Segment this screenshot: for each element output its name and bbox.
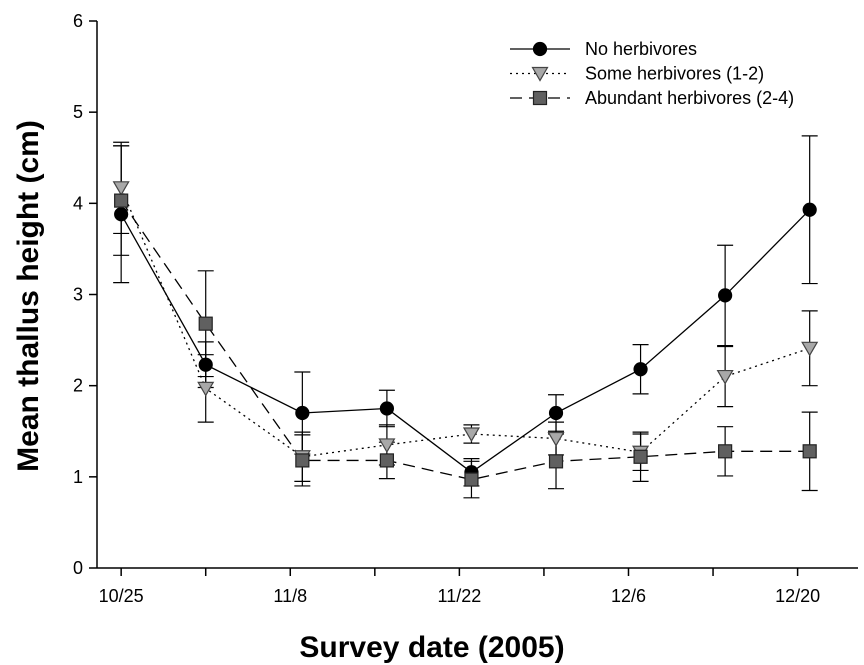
y-tick-label: 1: [73, 467, 83, 487]
series-3-markers: [114, 193, 817, 487]
x-tick-label: 10/25: [99, 586, 144, 606]
y-tick-label: 2: [73, 376, 83, 396]
y-tick-label: 4: [73, 193, 83, 213]
y-tick-label: 0: [73, 558, 83, 578]
x-tick-label: 12/6: [611, 586, 646, 606]
data-point: [295, 453, 310, 468]
series-line: [120, 200, 810, 481]
data-point: [802, 202, 817, 217]
x-ticks: 10/25 11/8 11/22 12/6 12/20: [99, 568, 820, 606]
legend: No herbivores Some herbivores (1-2) Abunda…: [510, 39, 794, 108]
data-point: [801, 341, 819, 357]
data-point: [633, 449, 648, 464]
plot-series: [112, 135, 819, 499]
y-tick-label: 3: [73, 285, 83, 305]
data-point: [462, 427, 480, 443]
legend-label: Abundant herbivores (2-4): [585, 88, 794, 108]
data-point: [197, 381, 215, 397]
data-point: [633, 362, 648, 377]
data-point: [379, 453, 395, 468]
data-point: [198, 316, 213, 331]
legend-marker: [531, 66, 549, 82]
data-point: [379, 401, 395, 416]
series-2-markers: [112, 181, 819, 465]
y-ticks: 0 1 2 3 4 5 6: [73, 11, 97, 578]
data-point: [548, 454, 564, 469]
legend-label: Some herbivores (1-2): [585, 64, 764, 84]
series-line: [120, 209, 811, 474]
x-tick-label: 11/22: [438, 586, 482, 606]
data-point: [198, 357, 213, 372]
data-point: [114, 207, 129, 222]
x-axis-title: Survey date (2005): [299, 631, 564, 664]
legend-marker: [532, 41, 548, 57]
data-point: [718, 444, 733, 459]
legend-marker: [532, 90, 548, 106]
y-tick-label: 6: [73, 11, 83, 31]
data-point: [716, 369, 734, 385]
series-3: [113, 145, 818, 499]
data-point: [464, 472, 479, 487]
data-point: [718, 288, 733, 303]
data-point: [295, 405, 310, 421]
data-point: [114, 193, 129, 208]
data-point: [112, 181, 130, 197]
x-tick-label: 12/20: [775, 586, 820, 606]
series-1-markers: [114, 202, 817, 480]
data-point: [548, 405, 564, 421]
y-tick-label: 5: [73, 102, 83, 122]
data-point: [802, 444, 817, 459]
x-tick-label: 11/8: [273, 586, 307, 606]
legend-label: No herbivores: [585, 39, 697, 59]
y-axis-title: Mean thallus height (cm): [12, 120, 45, 472]
data-point: [378, 438, 396, 454]
series-1: [113, 135, 818, 487]
data-point: [547, 431, 565, 447]
series-line: [120, 187, 810, 458]
